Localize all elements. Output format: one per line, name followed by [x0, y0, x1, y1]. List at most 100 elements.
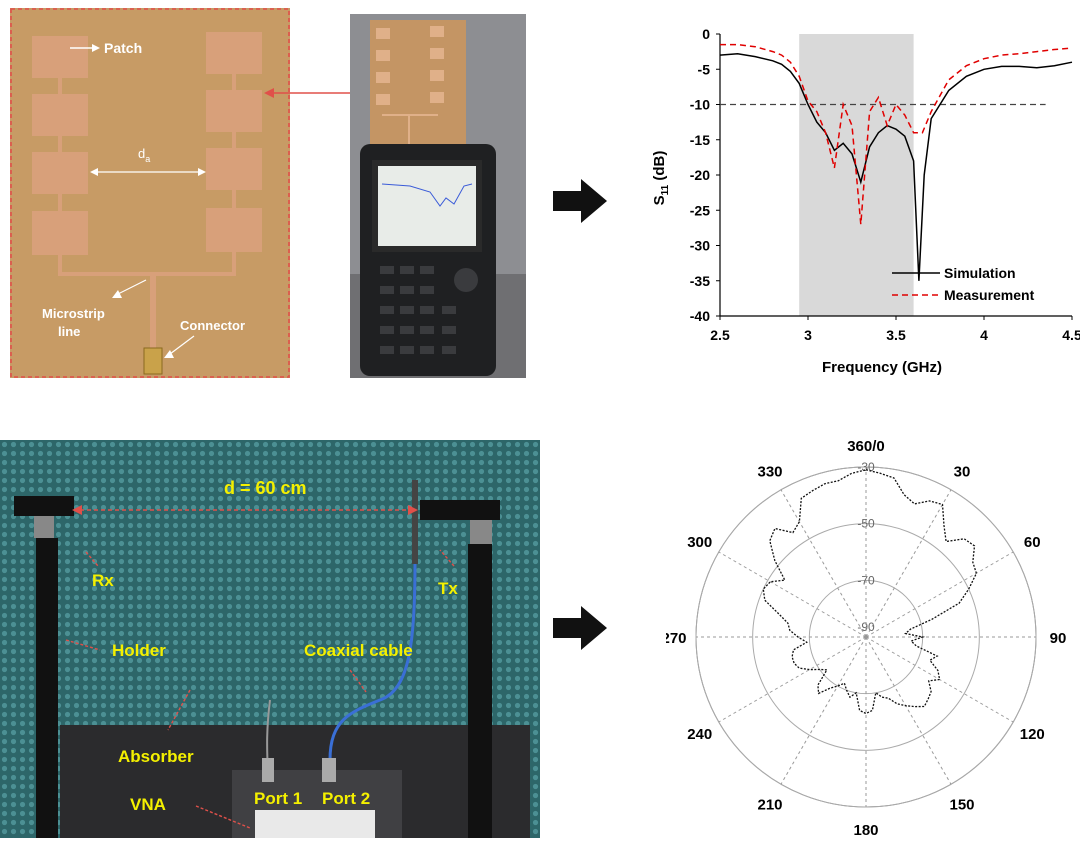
- patch: [430, 48, 444, 59]
- microstrip-arrow-head: [112, 290, 122, 298]
- patch: [376, 72, 390, 83]
- polar-spoke: [865, 636, 1014, 723]
- vna-key: [400, 306, 414, 314]
- polar-spoke: [780, 636, 867, 785]
- patch: [430, 70, 444, 81]
- vna-key: [420, 266, 434, 274]
- distance-arrow-head: [72, 505, 82, 515]
- absorber-label: Absorber: [118, 747, 194, 766]
- polar-labels: 360/0 30 60 90 120 150 180 210 240 270 300 330: [666, 438, 1066, 839]
- microstrip-line: [58, 272, 236, 276]
- shaded-band: [799, 34, 914, 316]
- radial-tick-label: -50: [857, 517, 875, 531]
- holder-left: [36, 538, 58, 838]
- s11-ylabel-main: S: [651, 195, 668, 205]
- microstrip-label: Microstrip: [42, 306, 105, 321]
- vna-key: [420, 286, 434, 294]
- vna-key: [420, 346, 434, 354]
- angle-label: 330: [757, 464, 782, 481]
- patch: [376, 94, 390, 105]
- microstrip-feed: [150, 276, 156, 348]
- vna-key: [442, 306, 456, 314]
- patch: [206, 90, 262, 132]
- arrow-right-icon: [553, 179, 607, 223]
- distance-arrow-head: [408, 505, 418, 515]
- link-arrow-head: [264, 88, 274, 98]
- operating-band: [799, 34, 914, 316]
- rx-pointer: [85, 551, 99, 567]
- patch: [206, 148, 262, 190]
- vna-key: [380, 266, 394, 274]
- vna-key: [442, 346, 456, 354]
- angle-label: 180: [853, 822, 878, 839]
- vna-key: [380, 286, 394, 294]
- microstrip-label-line2: line: [58, 324, 80, 339]
- vna-key: [400, 346, 414, 354]
- vna-screen: [255, 810, 375, 838]
- patch: [32, 152, 88, 194]
- angle-label: 360/0: [847, 438, 885, 455]
- angle-label: 30: [954, 464, 971, 481]
- polar-spoke: [865, 489, 952, 638]
- rx-clamp: [34, 516, 54, 538]
- feed-segment: [232, 252, 236, 275]
- s11-axes: 0 -5 -10 -15 -20 -25 -30 -35 -402.5 3 3.5 4 4.5: [690, 26, 1080, 343]
- polar-spoke: [865, 636, 952, 785]
- microstrip-arrow: [117, 279, 147, 295]
- radiation-pattern-line: [762, 469, 978, 715]
- angle-label: 210: [757, 796, 782, 813]
- y-tick-label: -25: [690, 202, 710, 218]
- x-tick-label: 4: [980, 327, 988, 343]
- port1-label: Port 1: [254, 789, 302, 808]
- tx-clamp: [470, 520, 492, 544]
- polar-spoke: [780, 489, 867, 638]
- microstrip-line: [382, 114, 438, 116]
- x-tick-label: 2.5: [710, 327, 730, 343]
- patch: [32, 211, 88, 255]
- x-tick-label: 4.5: [1062, 327, 1080, 343]
- vna-key: [442, 326, 456, 334]
- vna-key: [400, 266, 414, 274]
- polar-spoke: [718, 551, 867, 638]
- patch: [376, 28, 390, 39]
- patch: [430, 92, 444, 103]
- vna-knob: [454, 268, 478, 292]
- spacing-label-sub: a: [145, 154, 150, 164]
- patch: [32, 94, 88, 136]
- feed-segment: [232, 190, 236, 208]
- angle-label: 240: [687, 726, 712, 743]
- patch: [430, 26, 444, 37]
- antenna-photo-svg: Patch da Microstrip line Connector: [10, 8, 290, 378]
- tx-pointer: [439, 549, 455, 567]
- rx-label: Rx: [92, 571, 114, 590]
- y-tick-label: 0: [702, 26, 710, 42]
- s11-ylabel-sub: 11: [660, 184, 671, 195]
- s11-ylabel: S11 (dB): [651, 151, 671, 206]
- angle-label: 300: [687, 534, 712, 551]
- feed-segment: [58, 78, 62, 94]
- patch-label: Patch: [104, 40, 142, 56]
- polar-series: [762, 469, 978, 715]
- photo-frame: [10, 8, 290, 378]
- spacing-label: da: [138, 146, 150, 164]
- tx-label: Tx: [438, 579, 458, 598]
- legend-label: Measurement: [944, 287, 1035, 303]
- patch: [32, 36, 88, 78]
- angle-label: 270: [666, 630, 687, 647]
- spacing-arrow-head: [90, 168, 98, 176]
- angle-label: 60: [1024, 534, 1041, 551]
- holder-pointer: [65, 639, 101, 651]
- connector-label: Connector: [180, 318, 245, 333]
- x-tick-label: 3: [804, 327, 812, 343]
- polar-chart: -30-50-70-90 360/03060901201501802102402…: [666, 438, 1066, 839]
- patch: [206, 208, 262, 252]
- arrow-right-shape: [553, 179, 607, 223]
- x-tick-label: 3.5: [886, 327, 906, 343]
- y-tick-label: -35: [690, 273, 710, 289]
- vna-photo: [350, 14, 526, 378]
- y-tick-label: -30: [690, 238, 710, 254]
- port2-label: Port 2: [322, 789, 370, 808]
- feed-segment: [232, 132, 236, 148]
- angle-label: 120: [1020, 726, 1045, 743]
- connector: [143, 347, 163, 375]
